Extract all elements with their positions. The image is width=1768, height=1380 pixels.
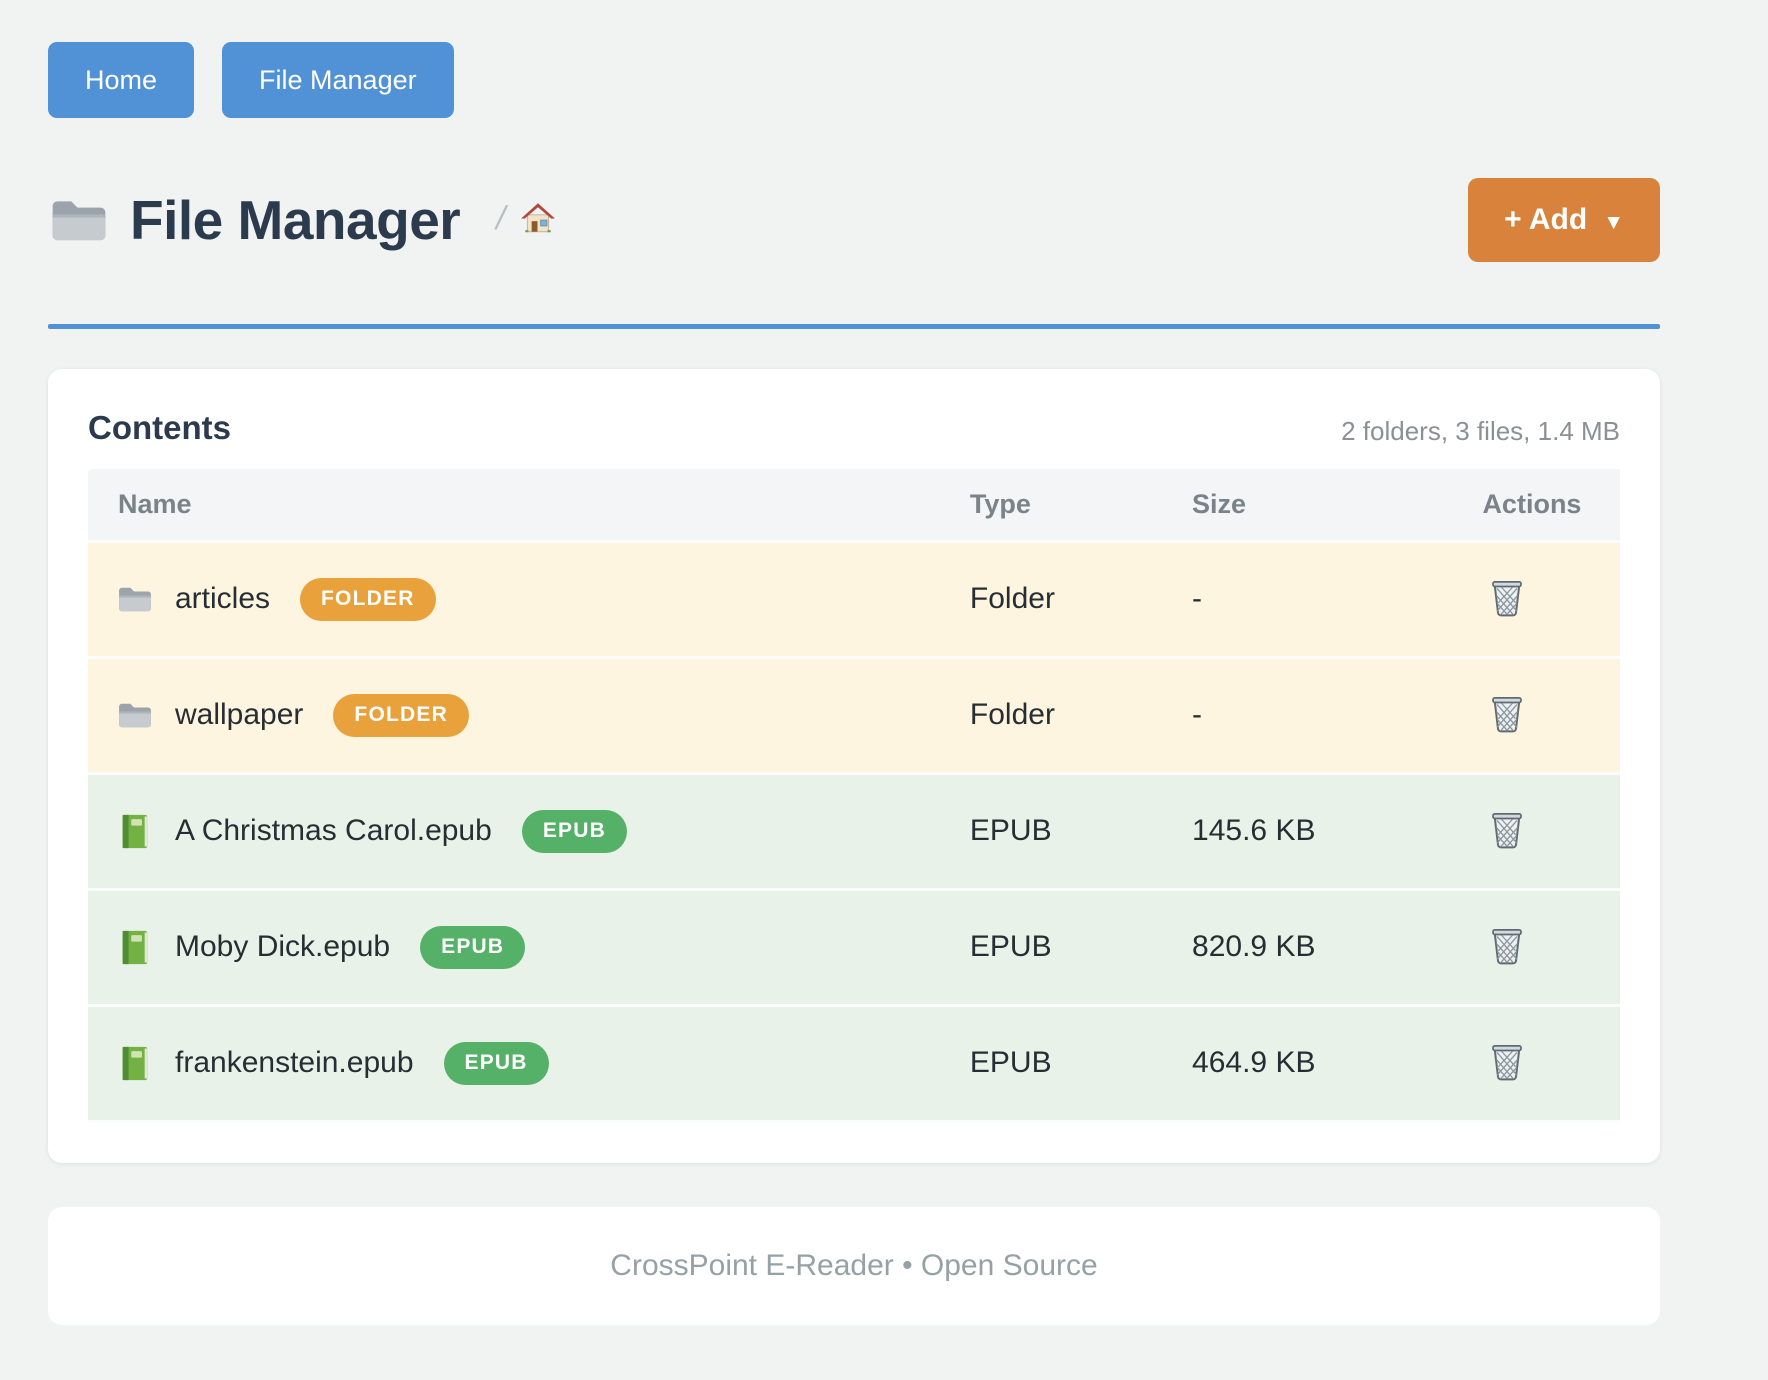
book-icon [115, 929, 155, 966]
breadcrumb-separator: / [492, 199, 510, 236]
header-divider [48, 324, 1660, 329]
type-cell: Folder [969, 698, 1055, 731]
file-table: Name Type Size Actions [88, 469, 1620, 1123]
table-row[interactable]: wallpaper FOLDER Folder - [88, 657, 1620, 773]
delete-button[interactable] [1475, 689, 1525, 736]
breadcrumb: / [493, 199, 557, 241]
file-name[interactable]: articles [175, 582, 271, 615]
column-header-type: Type [968, 469, 1192, 543]
footer: CrossPoint E-Reader • Open Source [48, 1206, 1660, 1325]
type-cell: EPUB [969, 930, 1052, 963]
trash-icon [1489, 581, 1525, 620]
delete-button[interactable] [1475, 573, 1525, 620]
size-cell: - [1192, 698, 1203, 731]
file-name[interactable]: Moby Dick.epub [175, 930, 391, 963]
type-badge: EPUB [420, 925, 526, 969]
type-badge: FOLDER [300, 577, 436, 621]
size-cell: 145.6 KB [1192, 814, 1316, 847]
size-cell: 464.9 KB [1192, 1046, 1316, 1079]
size-cell: - [1192, 582, 1203, 615]
page: Home File Manager File Manager / [48, 42, 1660, 1325]
top-nav: Home File Manager [48, 42, 1660, 118]
book-icon [115, 813, 155, 850]
type-badge: EPUB [521, 809, 627, 853]
file-name[interactable]: wallpaper [175, 698, 304, 731]
file-table-header: Name Type Size Actions [88, 469, 1620, 543]
column-header-name: Name [88, 469, 969, 543]
trash-icon [1489, 697, 1525, 736]
table-row[interactable]: articles FOLDER Folder - [88, 541, 1620, 657]
contents-card: Contents 2 folders, 3 files, 1.4 MB Name… [48, 369, 1660, 1163]
file-name[interactable]: frankenstein.epub [175, 1046, 414, 1079]
type-badge: FOLDER [333, 693, 469, 737]
page-title: File Manager [130, 189, 461, 251]
contents-summary: 2 folders, 3 files, 1.4 MB [1341, 416, 1620, 446]
file-name[interactable]: A Christmas Carol.epub [175, 814, 492, 847]
column-header-actions: Actions [1474, 469, 1620, 543]
trash-icon [1489, 929, 1525, 968]
table-row[interactable]: A Christmas Carol.epub EPUB EPUB 145.6 K… [88, 773, 1620, 889]
nav-home-button[interactable]: Home [48, 42, 195, 118]
book-icon [115, 1045, 155, 1082]
delete-button[interactable] [1475, 1037, 1525, 1084]
add-button-label: + Add [1504, 203, 1588, 236]
type-cell: EPUB [969, 814, 1052, 847]
table-row[interactable]: frankenstein.epub EPUB EPUB 464.9 KB [88, 1005, 1620, 1121]
trash-icon [1489, 813, 1525, 852]
delete-button[interactable] [1475, 805, 1525, 852]
nav-file-manager-button[interactable]: File Manager [222, 42, 454, 118]
caret-down-icon: ▼ [1603, 210, 1624, 234]
size-cell: 820.9 KB [1192, 930, 1316, 963]
delete-button[interactable] [1475, 921, 1525, 968]
footer-text: CrossPoint E-Reader • Open Source [610, 1248, 1098, 1282]
table-row[interactable]: Moby Dick.epub EPUB EPUB 820.9 KB [88, 889, 1620, 1005]
type-cell: EPUB [969, 1046, 1052, 1079]
page-title-group: File Manager / [48, 188, 557, 252]
folder-icon [115, 584, 155, 614]
folder-icon [115, 700, 155, 730]
contents-card-header: Contents 2 folders, 3 files, 1.4 MB [88, 409, 1620, 447]
contents-title: Contents [88, 409, 231, 446]
page-header: File Manager / + Add ▼ [48, 178, 1660, 262]
type-badge: EPUB [443, 1041, 549, 1085]
column-header-size: Size [1191, 469, 1475, 543]
type-cell: Folder [969, 582, 1055, 615]
house-icon[interactable] [519, 200, 557, 241]
trash-icon [1489, 1045, 1525, 1084]
add-button[interactable]: + Add ▼ [1468, 178, 1660, 262]
table-body: articles FOLDER Folder - [88, 541, 1620, 1121]
folder-icon [48, 195, 110, 245]
